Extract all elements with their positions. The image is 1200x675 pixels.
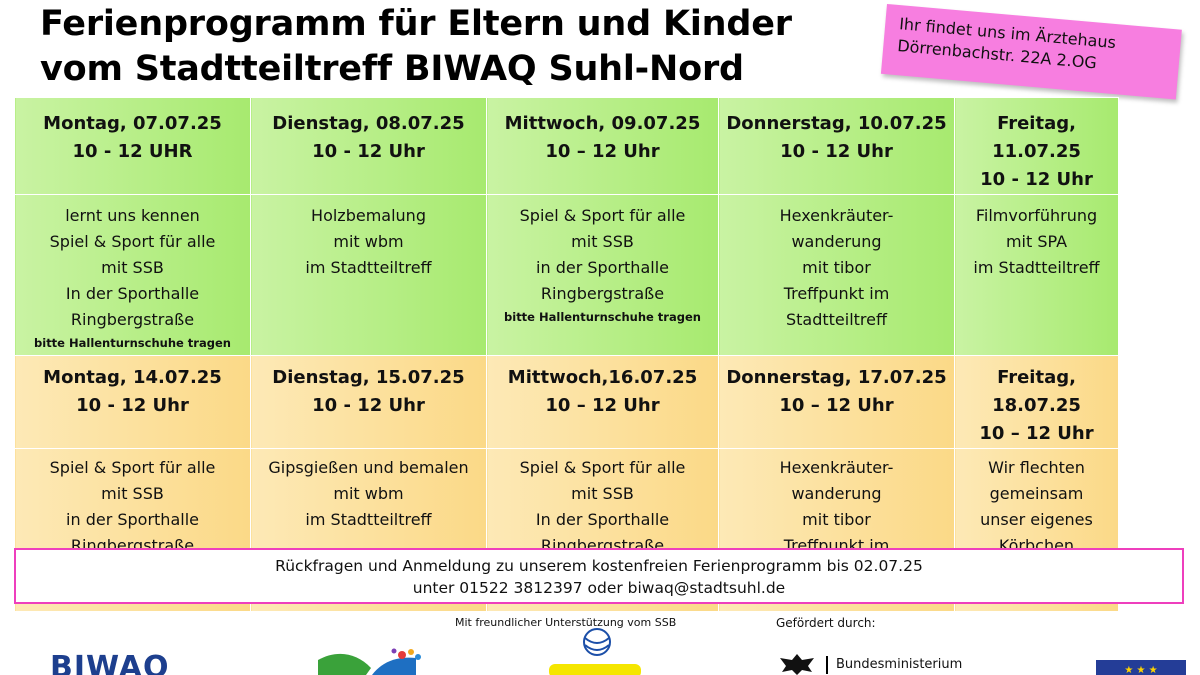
activity-cell: Hexenkräuter-wanderung mit tibor Treffpunk… [718,194,955,356]
schedule-table: Montag, 07.07.25 10 - 12 UHR Dienstag, 08.… [14,97,1119,612]
activity-line: wanderung [791,484,882,503]
day-header-cell: Donnerstag, 10.07.25 10 - 12 Uhr [718,97,955,195]
day-label: Freitag, 11.07.25 [992,113,1081,162]
activity-line: mit wbm [333,484,404,503]
partner-logo-1 [318,648,421,675]
day-label: Donnerstag, 10.07.25 [726,113,947,134]
activity-line: mit SSB [101,258,164,277]
contact-line-2: unter 01522 3812397 oder biwaq@stadtsuhl… [412,579,786,597]
biwaq-logo: BIWAQ [50,650,170,675]
contact-box: Rückfragen und Anmeldung zu unserem kost… [14,548,1184,604]
activity-line: im Stadtteiltreff [305,258,432,277]
title-line-1: Ferienprogramm für Eltern und Kinder [40,4,792,44]
time-label: 10 – 12 Uhr [779,395,894,416]
activity-line: in der Sporthalle [536,258,669,277]
activity-line: mit wbm [333,232,404,251]
activity-cell: Holzbemalung mit wbm im Stadtteiltreff [250,194,487,356]
week-2-header-row: Montag, 14.07.25 10 - 12 Uhr Dienstag, 15.… [14,355,1119,449]
day-header-cell: Dienstag, 08.07.25 10 - 12 Uhr [250,97,487,195]
activity-line: Hexenkräuter- [779,206,894,225]
activity-line: Gipsgießen und bemalen [268,458,469,477]
activity-line: Treffpunkt im [783,284,890,303]
ssb-logo [549,628,641,675]
day-label: Montag, 07.07.25 [43,113,222,134]
time-label: 10 – 12 Uhr [979,423,1094,444]
activity-line: In der Sporthalle [65,284,200,303]
time-label: 10 - 12 Uhr [780,141,893,162]
activity-line: mit SSB [571,232,634,251]
day-label: Dienstag, 08.07.25 [272,113,465,134]
eu-flag-icon: ★ ★ ★ [1096,660,1186,675]
ministry-text: Bundesministerium [826,656,962,674]
activity-line: Holzbemalung [311,206,426,225]
day-header-cell: Freitag, 18.07.25 10 – 12 Uhr [954,355,1119,449]
funded-text: Gefördert durch: [776,616,876,630]
activity-line: Spiel & Sport für alle [49,458,216,477]
support-text: Mit freundlicher Unterstützung vom SSB [455,616,677,629]
location-note: Ihr findet uns im Ärztehaus Dörrenbachst… [880,4,1182,100]
activity-line: im Stadtteiltreff [973,258,1100,277]
day-label: Donnerstag, 17.07.25 [726,367,947,388]
activity-line: Stadtteiltreff [785,310,888,329]
activity-cell: lernt uns kennen Spiel & Sport für alle mi… [14,194,251,356]
activity-line: Spiel & Sport für alle [519,458,686,477]
day-header-cell: Mittwoch,16.07.25 10 – 12 Uhr [486,355,719,449]
time-label: 10 - 12 UHR [72,141,193,162]
activity-line: Spiel & Sport für alle [519,206,686,225]
time-label: 10 – 12 Uhr [545,141,660,162]
day-header-cell: Donnerstag, 17.07.25 10 – 12 Uhr [718,355,955,449]
activity-line: in der Sporthalle [66,510,199,529]
shoe-note: bitte Hallenturnschuhe tragen [504,310,701,324]
day-header-cell: Dienstag, 15.07.25 10 - 12 Uhr [250,355,487,449]
eagle-icon [780,654,814,675]
activity-line: Wir flechten gemeinsam [988,458,1085,503]
day-header-cell: Mittwoch, 09.07.25 10 – 12 Uhr [486,97,719,195]
activity-cell: Filmvorführung mit SPA im Stadtteiltreff [954,194,1119,356]
activity-line: im Stadtteiltreff [305,510,432,529]
day-header-cell: Freitag, 11.07.25 10 - 12 Uhr [954,97,1119,195]
activity-line: mit SSB [571,484,634,503]
activity-line: In der Sporthalle [535,510,670,529]
activity-line: mit SSB [101,484,164,503]
week-1-header-row: Montag, 07.07.25 10 - 12 UHR Dienstag, 08.… [14,97,1119,195]
activity-line: mit tibor [802,258,871,277]
contact-line-1: Rückfragen und Anmeldung zu unserem kost… [275,557,923,575]
page-title: Ferienprogramm für Eltern und Kinder vom… [40,2,792,92]
activity-line: mit tibor [802,510,871,529]
day-header-cell: Montag, 07.07.25 10 - 12 UHR [14,97,251,195]
time-label: 10 - 12 Uhr [76,395,189,416]
time-label: 10 - 12 Uhr [312,141,425,162]
time-label: 10 - 12 Uhr [980,169,1093,190]
title-line-2: vom Stadtteiltreff BIWAQ Suhl-Nord [40,49,744,89]
day-label: Mittwoch,16.07.25 [507,367,698,388]
activity-line: lernt uns kennen [65,206,200,225]
day-label: Freitag, 18.07.25 [992,367,1081,416]
activity-line: Filmvorführung [975,206,1098,225]
shoe-note: bitte Hallenturnschuhe tragen [34,336,231,350]
week-1-activity-row: lernt uns kennen Spiel & Sport für alle mi… [14,194,1119,356]
svg-text:★ ★ ★: ★ ★ ★ [1124,665,1157,675]
day-label: Mittwoch, 09.07.25 [504,113,701,134]
day-label: Dienstag, 15.07.25 [272,367,465,388]
day-label: Montag, 14.07.25 [43,367,222,388]
activity-line: Spiel & Sport für alle [49,232,216,251]
activity-line: Ringbergstraße [540,284,665,303]
time-label: 10 – 12 Uhr [545,395,660,416]
day-header-cell: Montag, 14.07.25 10 - 12 Uhr [14,355,251,449]
activity-line: Ringbergstraße [70,310,195,329]
time-label: 10 - 12 Uhr [312,395,425,416]
activity-cell: Spiel & Sport für alle mit SSB in der Spor… [486,194,719,356]
activity-line: Hexenkräuter- [779,458,894,477]
activity-line: wanderung [791,232,882,251]
activity-line: mit SPA [1005,232,1068,251]
